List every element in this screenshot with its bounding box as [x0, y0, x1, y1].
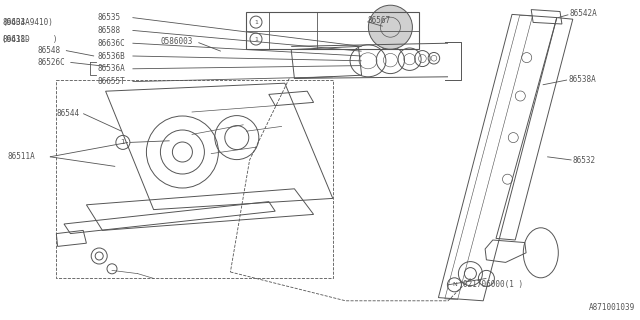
Text: 86542A: 86542A: [570, 9, 597, 18]
Text: 0586003: 0586003: [160, 37, 193, 46]
Text: 86536A: 86536A: [97, 64, 125, 73]
Text: 86548: 86548: [37, 46, 60, 55]
Text: 86544: 86544: [56, 109, 79, 118]
Text: 86536B: 86536B: [97, 52, 125, 60]
Text: 86588: 86588: [97, 26, 120, 35]
Text: N: N: [452, 282, 457, 287]
Text: (9403-9410): (9403-9410): [3, 18, 53, 27]
Text: 86638D: 86638D: [3, 35, 30, 44]
Text: 86526C: 86526C: [37, 58, 65, 67]
Text: A871001039: A871001039: [589, 303, 635, 312]
Text: 86567: 86567: [367, 16, 390, 25]
Text: 1: 1: [120, 140, 125, 145]
Text: 86532: 86532: [573, 156, 596, 164]
Text: 1: 1: [254, 36, 258, 42]
Text: (9411-     ): (9411- ): [3, 35, 58, 44]
Text: 021706000(1 ): 021706000(1 ): [463, 280, 523, 289]
Text: 86511A: 86511A: [8, 152, 35, 161]
Text: 1: 1: [254, 20, 258, 25]
Text: 86636C: 86636C: [97, 39, 125, 48]
Text: 86538A: 86538A: [568, 75, 596, 84]
Text: 86655T: 86655T: [97, 77, 125, 86]
Text: 86535: 86535: [97, 13, 120, 22]
Bar: [246, 12, 419, 49]
Circle shape: [369, 5, 412, 49]
Text: 86634A: 86634A: [3, 18, 30, 27]
